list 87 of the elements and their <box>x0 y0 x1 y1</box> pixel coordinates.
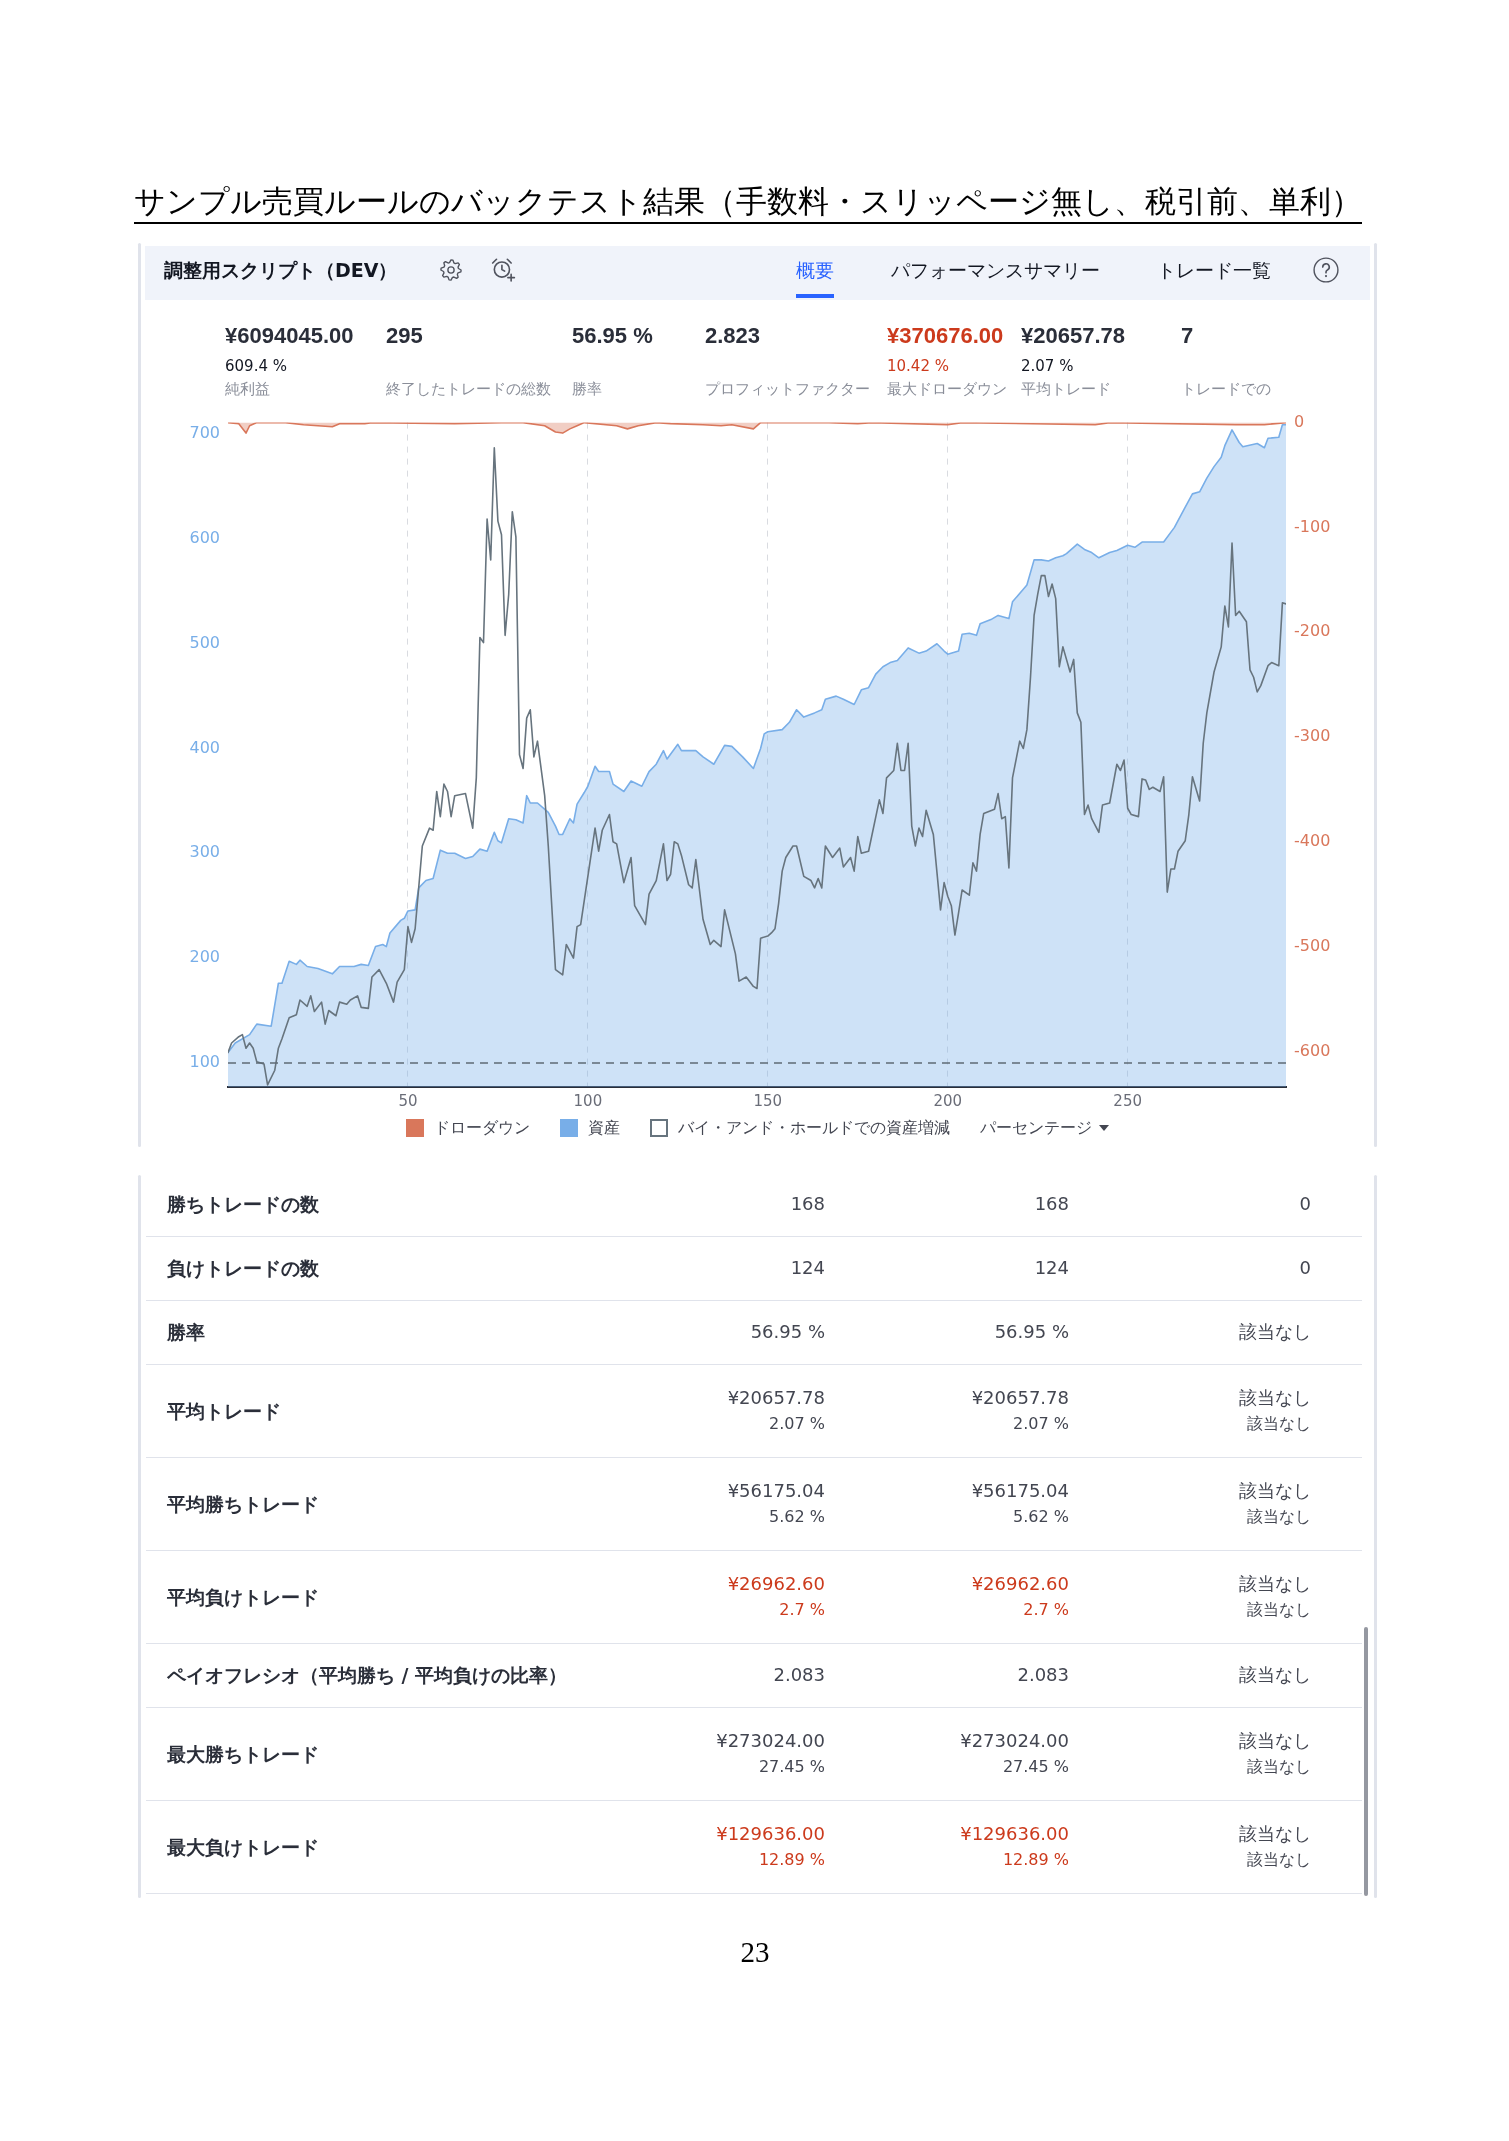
text: 最大負けトレード <box>167 1834 319 1859</box>
text: 該当なし <box>1239 1385 1311 1410</box>
text: 0 <box>1299 1192 1311 1216</box>
text: サンプル売買ルールのバックテスト結果（手数料・スリッページ無し、税引前、単利） <box>134 184 1362 224</box>
y-tick-label: 600 <box>189 528 220 548</box>
text: 勝率 <box>167 1320 205 1344</box>
y-tick-label: 400 <box>189 737 220 757</box>
text: 168 <box>790 1192 825 1216</box>
text: 該当なし <box>1239 1320 1311 1344</box>
text: ¥273024.00 <box>716 1728 825 1753</box>
text: パフォーマンスサマリー <box>891 258 1100 282</box>
text: 平均負けトレード <box>167 1584 319 1609</box>
text: ¥56175.04 <box>727 1478 825 1503</box>
text: 7 トレードでの <box>1181 323 1271 398</box>
text: ¥129636.00 <box>716 1821 825 1846</box>
text: 295 終了したトレードの総数 <box>386 323 551 398</box>
y2-tick-label: -600 <box>1294 1040 1331 1060</box>
text: 5.62 % <box>1013 1505 1069 1528</box>
text: 平均勝ちトレード <box>167 1491 319 1516</box>
x-tick-label: 200 <box>933 1091 963 1110</box>
text: 124 <box>1034 1256 1069 1280</box>
text: 124 <box>790 1256 825 1280</box>
text: 2.823 プロフィットファクター <box>705 323 870 398</box>
text: ¥26962.60 <box>971 1571 1069 1596</box>
text: ¥20657.78 <box>727 1385 825 1410</box>
text: 調整用スクリプト（DEV） <box>164 258 398 282</box>
y-tick-label: 200 <box>189 947 220 967</box>
text: 該当なし <box>1239 1571 1311 1596</box>
y-tick-label: 500 <box>189 632 220 652</box>
text: ¥20657.78 2.07 % 平均トレード <box>1021 323 1125 398</box>
text: 56.95 % 勝率 <box>572 323 653 398</box>
text: 該当なし <box>1239 1663 1311 1687</box>
y2-tick-label: -100 <box>1294 516 1331 536</box>
y2-tick-label: -200 <box>1294 621 1331 641</box>
x-tick-label: 100 <box>573 1091 603 1110</box>
text: 負けトレードの数 <box>167 1256 319 1280</box>
y-tick-label: 300 <box>189 842 220 862</box>
y2-tick-label: -400 <box>1294 830 1331 850</box>
text: ¥129636.00 <box>960 1821 1069 1846</box>
text: 2.07 % <box>1013 1412 1069 1435</box>
text: ¥26962.60 <box>727 1571 825 1596</box>
text: 該当なし <box>1247 1505 1311 1528</box>
text: 23 <box>740 1935 770 1969</box>
y2-tick-label: -300 <box>1294 726 1331 746</box>
x-tick-label: 150 <box>753 1091 783 1110</box>
text: 2.083 <box>1017 1663 1069 1687</box>
text: パーセンテージ <box>979 1117 1092 1139</box>
text: 168 <box>1034 1192 1069 1216</box>
text: 勝ちトレードの数 <box>167 1192 319 1216</box>
text: 12.89 % <box>1002 1848 1069 1871</box>
text: 2.7 % <box>1023 1598 1069 1621</box>
text: 56.95 % <box>994 1320 1069 1344</box>
text: 27.45 % <box>758 1755 825 1778</box>
legend-label: 資産 <box>587 1117 620 1139</box>
text: ¥370676.00 10.42 % 最大ドローダウン <box>887 323 1007 398</box>
y-tick-label: 700 <box>189 423 220 443</box>
y-tick-label: 100 <box>189 1052 220 1072</box>
text: 56.95 % <box>750 1320 825 1344</box>
text: ¥273024.00 <box>960 1728 1069 1753</box>
text: ペイオフレシオ（平均勝ち / 平均負けの比率） <box>167 1663 568 1687</box>
text: 最大勝ちトレード <box>167 1741 319 1766</box>
text: 2.07 % <box>769 1412 825 1435</box>
text: 該当なし <box>1247 1412 1311 1435</box>
x-tick-label: 50 <box>398 1091 418 1110</box>
text: ¥6094045.00 609.4 % 純利益 <box>225 323 354 398</box>
text: 2.7 % <box>779 1598 825 1621</box>
text: 5.62 % <box>769 1505 825 1528</box>
y2-tick-label: 0 <box>1294 411 1305 431</box>
text: 該当なし <box>1239 1821 1311 1846</box>
text: 12.89 % <box>758 1848 825 1871</box>
legend-label: バイ・アンド・ホールドでの資産増減 <box>677 1117 950 1139</box>
text: トレード一覧 <box>1157 258 1271 282</box>
text: 概要 <box>796 258 834 282</box>
text: 該当なし <box>1239 1478 1311 1503</box>
text: 該当なし <box>1247 1848 1311 1871</box>
legend-label: ドローダウン <box>433 1117 530 1139</box>
text: 該当なし <box>1247 1755 1311 1778</box>
text: ¥56175.04 <box>971 1478 1069 1503</box>
text: 該当なし <box>1247 1598 1311 1621</box>
y2-tick-label: -500 <box>1294 935 1331 955</box>
text: 27.45 % <box>1002 1755 1069 1778</box>
x-tick-label: 250 <box>1113 1091 1142 1110</box>
text: 2.083 <box>773 1663 825 1687</box>
text: 平均トレード <box>167 1398 281 1423</box>
text: 該当なし <box>1239 1728 1311 1753</box>
text: 0 <box>1299 1256 1311 1280</box>
text: ¥20657.78 <box>971 1385 1069 1410</box>
